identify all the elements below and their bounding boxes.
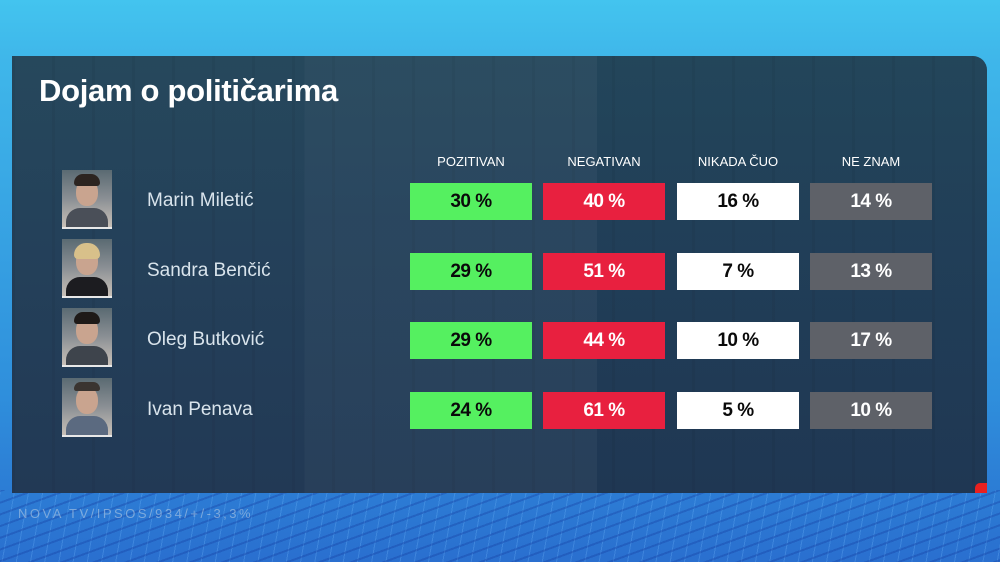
cell-nikada-cuo: 16 % [677, 183, 799, 220]
avatar-body-shape [66, 346, 108, 365]
background-texture [0, 490, 1000, 562]
column-header-nikada-cuo: NIKADA ČUO [697, 154, 779, 169]
cell-negativan: 40 % [543, 183, 665, 220]
column-header-negativan: NEGATIVAN [567, 154, 641, 169]
politician-name: Sandra Benčić [147, 260, 271, 281]
avatar-body-shape [66, 416, 108, 435]
cell-nikada-cuo: 10 % [677, 322, 799, 359]
politician-name: Oleg Butković [147, 329, 265, 350]
avatar [62, 378, 112, 437]
cell-ne-znam: 10 % [810, 392, 932, 429]
cell-pozitivan: 30 % [410, 183, 532, 220]
cell-ne-znam: 13 % [810, 253, 932, 290]
cell-pozitivan: 29 % [410, 322, 532, 359]
avatar-head-shape [76, 386, 98, 414]
cell-ne-znam: 14 % [810, 183, 932, 220]
source-caption: NOVA TV/IPSOS/934/+/-3,3% [18, 506, 254, 521]
politician-name: Ivan Penava [147, 399, 253, 420]
corner-accent [975, 483, 987, 493]
chart-title: Dojam o političarima [39, 73, 338, 108]
avatar [62, 170, 112, 229]
avatar [62, 239, 112, 298]
avatar-hair-shape [74, 243, 100, 259]
cell-nikada-cuo: 7 % [677, 253, 799, 290]
avatar-body-shape [66, 208, 108, 227]
cell-negativan: 61 % [543, 392, 665, 429]
politician-name: Marin Miletić [147, 190, 254, 211]
cell-nikada-cuo: 5 % [677, 392, 799, 429]
column-header-pozitivan: POZITIVAN [437, 154, 505, 169]
avatar-hair-shape [74, 312, 100, 324]
cell-negativan: 44 % [543, 322, 665, 359]
cell-ne-znam: 17 % [810, 322, 932, 359]
avatar-hair-shape [74, 382, 100, 391]
cell-pozitivan: 24 % [410, 392, 532, 429]
column-header-ne-znam: NE ZNAM [841, 154, 901, 169]
avatar [62, 308, 112, 367]
avatar-hair-shape [74, 174, 100, 186]
avatar-body-shape [66, 277, 108, 296]
cell-negativan: 51 % [543, 253, 665, 290]
cell-pozitivan: 29 % [410, 253, 532, 290]
